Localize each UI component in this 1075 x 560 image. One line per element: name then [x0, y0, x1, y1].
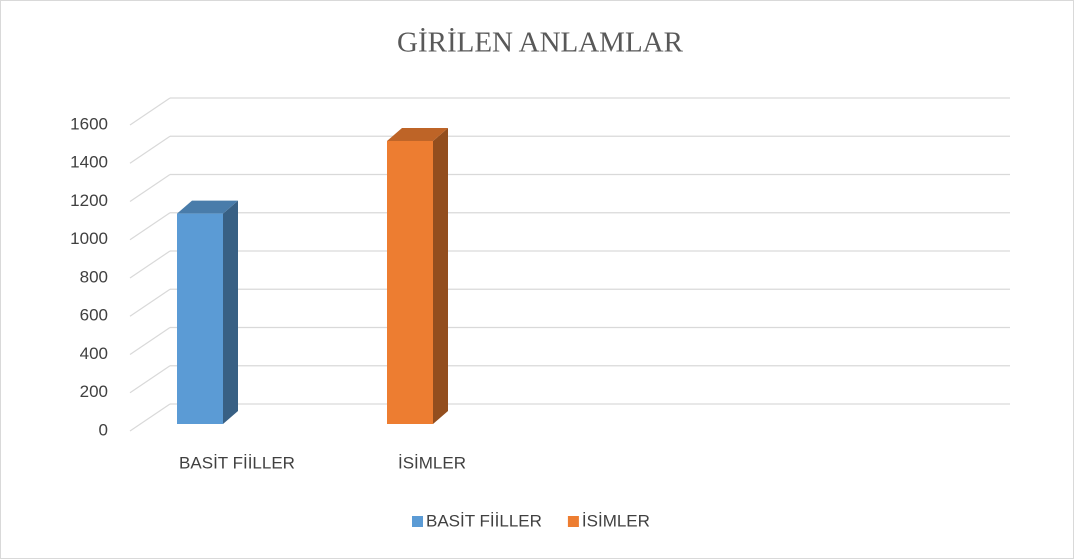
y-tick-label: 1200 [70, 191, 108, 210]
y-tick-label: 1600 [70, 114, 108, 133]
x-tick-label: BASİT FİİLLER [179, 453, 295, 472]
legend-label: İSİMLER [582, 511, 650, 530]
grid-line [129, 365, 171, 394]
grid-line [129, 403, 171, 432]
grid-line [129, 250, 171, 279]
chart-title: GİRİLEN ANLAMLAR [397, 27, 684, 59]
bar-top [177, 200, 238, 214]
legend-label: BASİT FİİLLER [426, 511, 542, 530]
x-tick-label: İSİMLER [398, 453, 466, 472]
bar-side [223, 200, 238, 424]
legend-swatch [567, 516, 579, 527]
grid-line [129, 174, 171, 202]
bar [177, 213, 223, 424]
grid-line [129, 288, 171, 317]
y-tick-label: 400 [80, 344, 108, 363]
bar [387, 140, 433, 424]
grid-line [129, 212, 171, 241]
grid-line [129, 135, 171, 164]
bar-side [433, 127, 448, 424]
y-tick-label: 1400 [70, 153, 108, 172]
grid-line [129, 327, 171, 355]
y-tick-label: 0 [99, 420, 108, 439]
y-tick-label: 600 [80, 306, 108, 325]
y-tick-label: 200 [80, 382, 108, 401]
legend-swatch [412, 516, 423, 527]
y-tick-label: 1000 [70, 229, 108, 248]
grid-line [129, 97, 171, 126]
y-tick-label: 800 [80, 267, 108, 286]
bar-top [387, 127, 448, 141]
